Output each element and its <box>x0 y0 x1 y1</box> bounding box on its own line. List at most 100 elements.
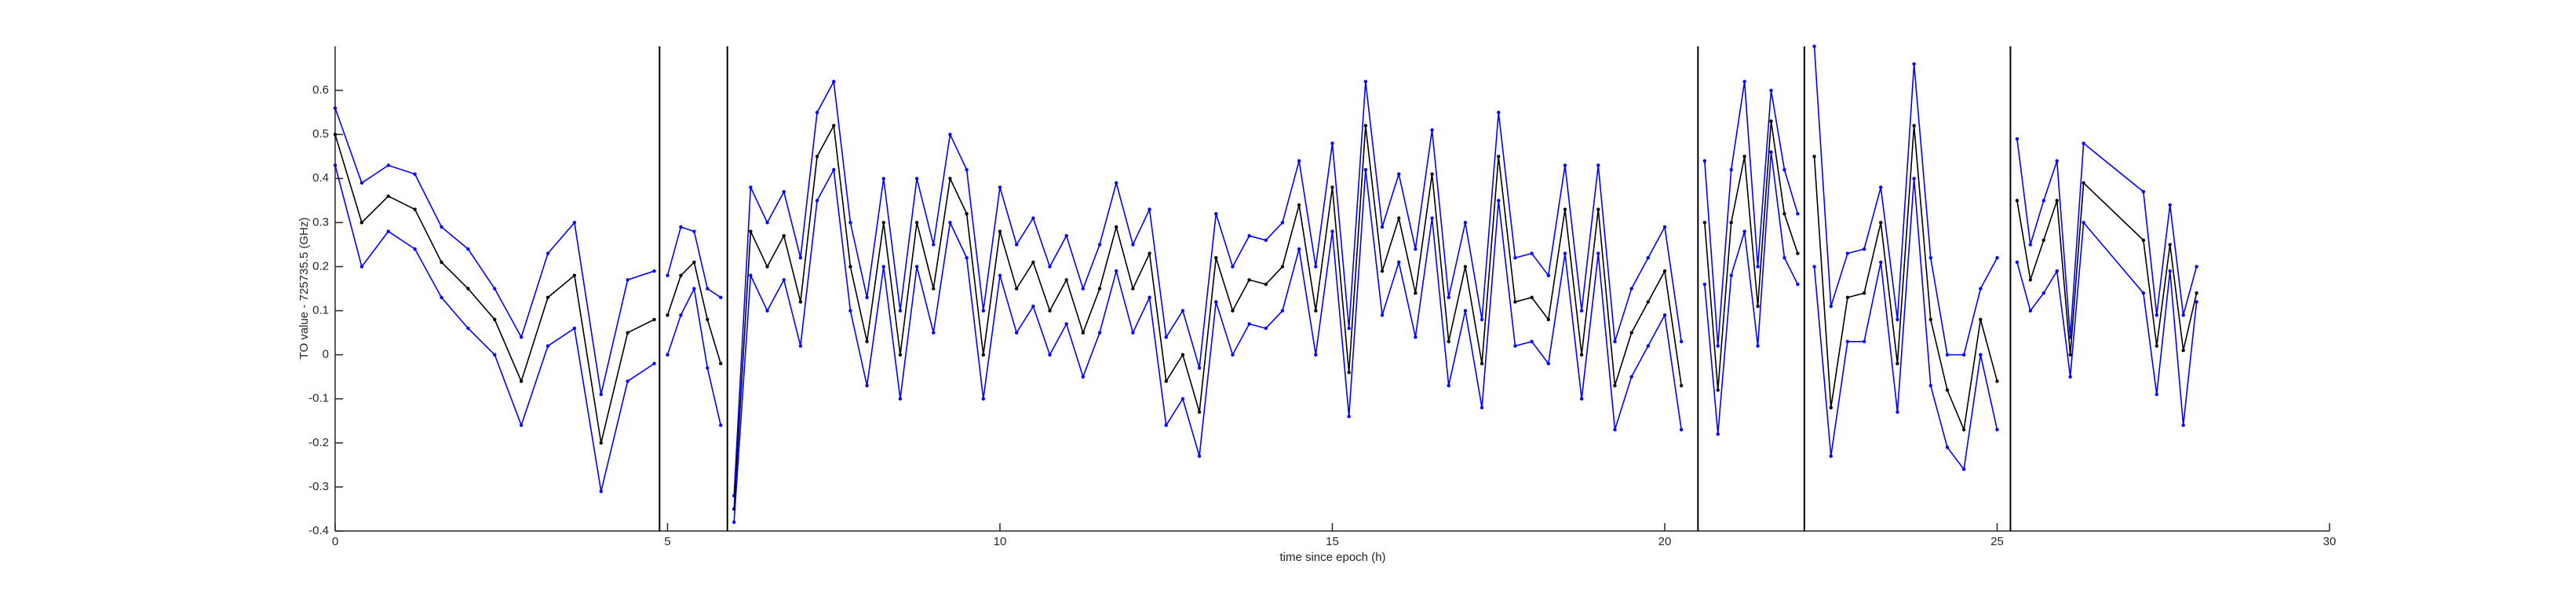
data-point <box>2015 137 2020 141</box>
y-tick-label: -0.4 <box>308 524 329 537</box>
data-point <box>1231 353 1235 357</box>
data-point <box>1014 243 1019 247</box>
data-point <box>1164 379 1168 383</box>
data-point <box>815 110 819 115</box>
data-point <box>493 287 497 291</box>
data-point <box>1845 295 1850 299</box>
data-point <box>2041 238 2045 242</box>
data-point <box>2141 291 2146 295</box>
data-point <box>965 211 969 216</box>
data-point <box>1314 309 1318 313</box>
data-point <box>1081 287 1085 291</box>
data-point <box>765 265 769 269</box>
data-point <box>965 256 969 260</box>
data-point <box>765 221 769 225</box>
data-point <box>1064 278 1068 282</box>
data-point <box>1463 265 1468 269</box>
data-point <box>413 247 417 251</box>
data-point <box>1812 155 1816 159</box>
data-point <box>881 177 885 181</box>
data-point <box>572 273 577 277</box>
data-point <box>1115 225 1118 229</box>
data-point <box>1214 256 1218 260</box>
data-point <box>1280 265 1285 269</box>
data-point <box>1979 317 1983 321</box>
data-point <box>1829 405 1833 410</box>
data-point <box>881 221 885 225</box>
data-point <box>1447 339 1450 344</box>
data-point <box>1480 317 1484 321</box>
data-point <box>413 172 417 176</box>
data-point <box>1131 243 1135 247</box>
data-point <box>914 177 919 181</box>
data-point <box>1716 344 1720 348</box>
data-point <box>998 229 1002 233</box>
data-point <box>1646 300 1651 304</box>
data-point <box>1596 163 1600 167</box>
data-point <box>914 221 919 225</box>
data-point <box>782 233 786 238</box>
data-point <box>1662 225 1667 229</box>
data-point <box>1613 383 1617 388</box>
data-point <box>1164 335 1168 339</box>
data-point <box>1829 304 1833 309</box>
data-point <box>998 273 1002 277</box>
y-tick-label: 0.3 <box>312 215 329 229</box>
data-point <box>1530 339 1534 344</box>
data-point <box>599 392 603 397</box>
x-tick-label: 10 <box>994 535 1007 548</box>
data-point <box>1879 260 1883 265</box>
data-point <box>1995 427 1999 432</box>
data-point <box>1397 216 1401 220</box>
data-point <box>1928 317 1932 321</box>
data-point <box>898 353 903 357</box>
data-point <box>1862 291 1866 295</box>
data-point <box>1280 221 1285 225</box>
data-point <box>1031 216 1035 220</box>
data-point <box>1912 62 1916 66</box>
x-tick-label: 30 <box>2323 535 2337 548</box>
y-tick-label: -0.2 <box>308 436 329 449</box>
data-point <box>1064 233 1068 238</box>
data-point <box>1961 427 1966 432</box>
data-point <box>599 441 603 445</box>
data-point <box>1530 251 1534 255</box>
data-point <box>333 163 338 167</box>
data-point <box>1380 269 1385 273</box>
data-point <box>652 269 656 273</box>
data-point <box>1563 251 1567 255</box>
data-point <box>359 181 364 185</box>
data-point <box>1513 300 1517 304</box>
data-point <box>815 199 819 203</box>
data-point <box>1782 167 1786 172</box>
data-point <box>1231 265 1235 269</box>
data-point <box>1742 155 1746 159</box>
y-tick-label: 0 <box>323 348 329 361</box>
data-point <box>1048 353 1052 357</box>
data-point <box>1247 233 1251 238</box>
data-point <box>1796 251 1800 255</box>
data-point <box>1430 216 1434 220</box>
data-point <box>1297 203 1301 207</box>
data-point <box>1995 256 1999 260</box>
data-point <box>732 520 736 524</box>
data-point <box>1579 309 1584 313</box>
data-point <box>749 185 753 189</box>
data-point <box>1769 88 1773 93</box>
data-point <box>2055 159 2059 163</box>
data-point <box>1613 339 1617 344</box>
data-point <box>932 287 936 291</box>
data-point <box>652 317 656 321</box>
data-point <box>1812 265 1816 269</box>
data-point <box>981 353 986 357</box>
data-point <box>832 167 836 172</box>
data-point <box>519 379 524 383</box>
data-point <box>1702 221 1707 225</box>
data-point <box>1330 185 1334 189</box>
data-point <box>1131 287 1135 291</box>
data-point <box>1064 322 1068 326</box>
data-point <box>1769 150 1773 154</box>
data-point <box>815 155 819 159</box>
data-point <box>1264 238 1268 242</box>
data-point <box>1115 181 1118 185</box>
